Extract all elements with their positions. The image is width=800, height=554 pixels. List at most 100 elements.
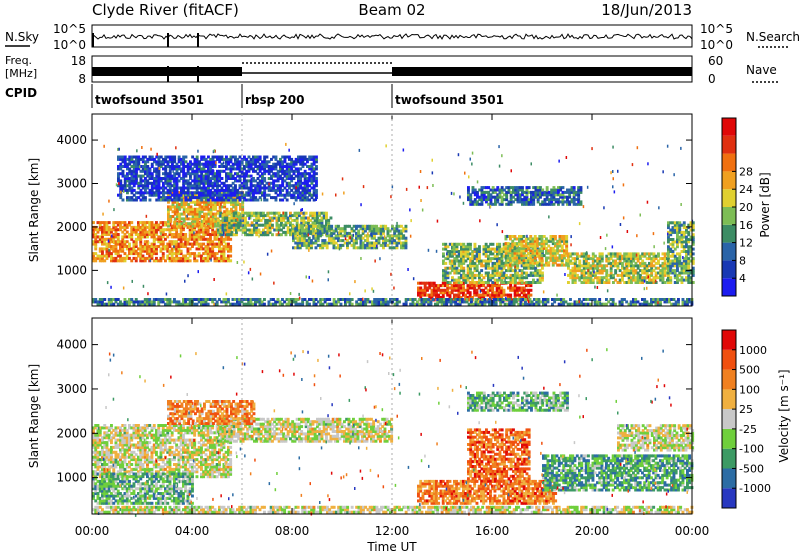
power-cell bbox=[98, 249, 102, 253]
power-cell bbox=[178, 222, 182, 226]
power-cell bbox=[237, 211, 241, 215]
power-cell bbox=[211, 242, 215, 246]
power-cell bbox=[150, 230, 154, 234]
power-cell bbox=[200, 210, 204, 214]
power-cell bbox=[467, 186, 470, 190]
power-cell bbox=[110, 245, 113, 248]
power-cell bbox=[191, 217, 195, 221]
power-cell bbox=[175, 259, 179, 263]
power-cell bbox=[315, 177, 318, 180]
power-cell bbox=[170, 252, 174, 256]
power-cell bbox=[195, 240, 199, 244]
power-cell bbox=[114, 235, 118, 239]
power-cell bbox=[176, 205, 179, 209]
power-cell bbox=[168, 230, 172, 234]
power-cell bbox=[545, 186, 549, 190]
power-cell bbox=[215, 242, 219, 246]
power-cell bbox=[173, 212, 177, 216]
power-cell bbox=[152, 235, 156, 239]
power-cell bbox=[173, 200, 177, 204]
power-cell bbox=[159, 230, 163, 234]
power-cell bbox=[194, 222, 197, 226]
power-cell bbox=[159, 256, 163, 260]
power-cell bbox=[143, 245, 147, 248]
power-cell bbox=[168, 259, 172, 263]
power-cell bbox=[185, 193, 188, 197]
power-cell bbox=[171, 203, 175, 206]
power-cell bbox=[107, 225, 111, 229]
power-cell bbox=[105, 249, 109, 253]
power-cell bbox=[200, 224, 204, 228]
power-cell bbox=[198, 217, 202, 221]
power-cell bbox=[218, 237, 221, 241]
power-cell bbox=[209, 249, 212, 253]
power-cell bbox=[116, 228, 120, 232]
power-cell bbox=[204, 247, 208, 251]
power-cell bbox=[92, 221, 95, 225]
power-cell bbox=[579, 186, 583, 190]
power-cell bbox=[565, 235, 569, 238]
power-cell bbox=[143, 233, 147, 236]
power-cell bbox=[195, 259, 199, 263]
power-cell bbox=[227, 237, 230, 241]
power-cell bbox=[206, 259, 210, 263]
power-cell bbox=[96, 240, 100, 244]
power-cell bbox=[152, 242, 156, 246]
power-cell bbox=[206, 240, 210, 244]
power-cell bbox=[224, 247, 228, 251]
power-cell bbox=[186, 256, 190, 260]
power-cell bbox=[198, 215, 202, 218]
power-cell bbox=[125, 245, 129, 248]
power-cell bbox=[164, 221, 167, 225]
power-cell bbox=[105, 254, 109, 258]
power-cell bbox=[561, 186, 565, 190]
power-cell bbox=[110, 259, 113, 263]
power-cell bbox=[98, 254, 102, 258]
power-cell bbox=[166, 249, 170, 253]
power-cell bbox=[110, 228, 113, 232]
power-cell bbox=[139, 230, 143, 234]
power-cell bbox=[200, 254, 203, 258]
power-cell bbox=[554, 235, 557, 238]
power-cell bbox=[191, 207, 195, 211]
power-cell bbox=[211, 240, 215, 244]
cpid-row: CPID twofsound 3501 rbsp 200 twofsound 350… bbox=[5, 84, 504, 108]
power-cell bbox=[209, 235, 212, 239]
power-cell bbox=[157, 225, 161, 229]
power-cell bbox=[202, 259, 206, 263]
power-cell bbox=[161, 240, 165, 244]
power-cell bbox=[114, 225, 118, 229]
power-cell bbox=[193, 233, 197, 236]
power-cell bbox=[116, 240, 120, 244]
power-cell bbox=[168, 256, 172, 260]
power-cell bbox=[189, 217, 193, 221]
power-cell bbox=[213, 254, 217, 258]
power-cell bbox=[184, 155, 188, 159]
power-cell bbox=[103, 225, 107, 229]
power-cell bbox=[191, 219, 195, 223]
power-cell bbox=[227, 259, 230, 263]
power-cell bbox=[179, 252, 183, 256]
power-cell bbox=[194, 217, 197, 221]
power-cell bbox=[202, 256, 206, 260]
power-cell bbox=[224, 235, 228, 239]
power-cell bbox=[194, 219, 197, 223]
power-cell bbox=[139, 245, 143, 248]
power-cell bbox=[132, 225, 136, 229]
power-cell bbox=[191, 224, 195, 228]
power-cell bbox=[170, 259, 174, 263]
power-cell bbox=[657, 252, 660, 256]
power-cell bbox=[220, 240, 224, 244]
power-cell bbox=[204, 233, 208, 236]
power-cell bbox=[222, 259, 226, 263]
power-cell bbox=[206, 256, 210, 260]
power-cell bbox=[227, 256, 230, 260]
power-cell bbox=[112, 237, 116, 241]
power-cell bbox=[161, 252, 165, 256]
power-cell bbox=[128, 233, 131, 236]
power-cell bbox=[139, 240, 143, 244]
power-cell bbox=[178, 205, 182, 209]
power-cell bbox=[204, 225, 208, 229]
power-cell bbox=[105, 237, 109, 241]
power-cell bbox=[186, 242, 190, 246]
